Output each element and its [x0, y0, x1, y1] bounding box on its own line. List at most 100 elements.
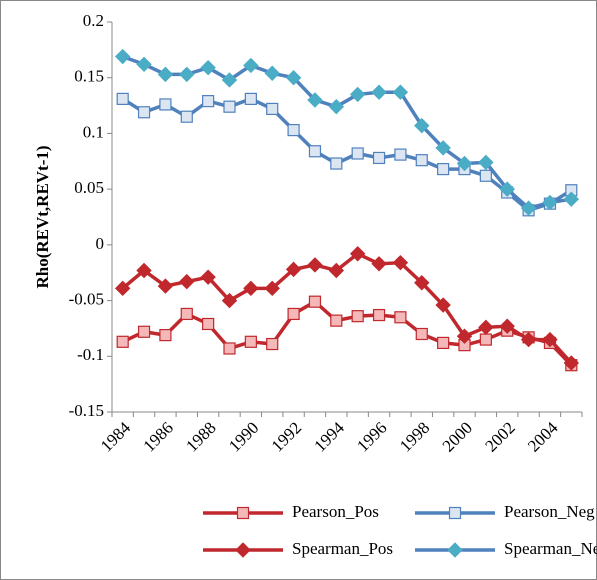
- data-point: [351, 147, 364, 160]
- data-point: [435, 140, 451, 156]
- data-point: [287, 307, 300, 321]
- data-point: [285, 70, 302, 86]
- data-point: [372, 308, 386, 322]
- data-point: [243, 57, 259, 74]
- data-point: [328, 262, 345, 279]
- data-point: [415, 327, 428, 341]
- data-point: [223, 100, 236, 113]
- data-point: [244, 335, 257, 348]
- data-point: [202, 95, 215, 108]
- data-point: [285, 261, 302, 278]
- data-point: [563, 191, 580, 207]
- data-point: [200, 59, 216, 76]
- y-tick-label: -0.05: [69, 289, 104, 308]
- data-point: [414, 117, 430, 134]
- data-point: [371, 84, 387, 100]
- data-point: [179, 66, 195, 83]
- legend-marker: [236, 506, 250, 520]
- data-point: [392, 84, 409, 100]
- y-tick-label: 0.15: [74, 67, 104, 86]
- data-point: [287, 123, 300, 137]
- data-point: [266, 102, 279, 116]
- data-point: [136, 262, 152, 279]
- data-point: [307, 92, 323, 108]
- data-point: [371, 256, 387, 272]
- data-point: [180, 307, 193, 321]
- data-point: [180, 110, 193, 123]
- data-point: [116, 335, 129, 348]
- data-point: [394, 148, 407, 161]
- y-tick-label: 0.1: [83, 122, 104, 141]
- data-point: [159, 98, 172, 111]
- data-point: [264, 65, 280, 81]
- data-point: [307, 257, 323, 273]
- data-point: [520, 331, 537, 348]
- data-point: [264, 280, 280, 297]
- data-point: [499, 318, 515, 334]
- data-point: [202, 317, 215, 331]
- data-point: [351, 310, 364, 323]
- series-line: [121, 299, 573, 367]
- data-point: [478, 319, 494, 336]
- data-point: [499, 181, 515, 197]
- data-point: [114, 48, 131, 65]
- y-tick-label: 0.05: [74, 178, 104, 197]
- legend-label: Pearson_Pos: [292, 502, 379, 521]
- y-tick-label: 0: [96, 234, 105, 253]
- data-point: [392, 254, 409, 271]
- data-point: [157, 278, 174, 294]
- y-axis-label: Rho(REVt,REVt-1): [33, 145, 52, 288]
- data-point: [223, 342, 236, 355]
- data-point: [563, 355, 580, 371]
- data-point: [308, 295, 322, 308]
- data-point: [221, 72, 238, 88]
- series-line: [121, 97, 573, 213]
- data-point: [200, 269, 216, 285]
- data-point: [478, 154, 494, 171]
- data-point: [479, 169, 492, 182]
- data-point: [479, 333, 492, 346]
- y-tick-label: 0.2: [83, 11, 104, 30]
- legend-marker: [235, 542, 251, 558]
- data-point: [221, 292, 238, 309]
- data-point: [349, 246, 366, 262]
- data-point: [179, 273, 195, 290]
- data-point: [244, 92, 257, 105]
- data-point: [435, 297, 451, 313]
- data-point: [394, 311, 407, 324]
- data-point: [137, 106, 151, 119]
- data-point: [137, 325, 151, 338]
- data-point: [437, 336, 450, 350]
- data-point: [330, 157, 343, 170]
- data-point: [159, 329, 172, 342]
- data-point: [542, 194, 558, 211]
- data-point: [266, 337, 279, 351]
- data-point: [136, 56, 152, 73]
- data-point: [157, 66, 174, 83]
- legend-label: Pearson_Neg: [504, 502, 595, 521]
- legend-marker: [448, 506, 462, 520]
- series-line: [122, 54, 572, 210]
- series-line: [121, 252, 573, 365]
- data-point: [328, 98, 345, 115]
- y-tick-label: -0.15: [69, 401, 104, 420]
- legend-marker: [447, 542, 463, 558]
- data-point: [542, 331, 558, 348]
- data-point: [520, 200, 537, 216]
- data-point: [437, 162, 450, 176]
- data-point: [349, 86, 366, 103]
- data-point: [456, 328, 473, 344]
- data-point: [243, 280, 259, 297]
- legend-label: Spearman_Pos: [292, 539, 393, 558]
- legend-label: Spearman_Neg: [504, 539, 597, 558]
- data-point: [415, 154, 428, 167]
- data-point: [116, 92, 129, 105]
- y-tick-label: -0.1: [77, 345, 104, 364]
- data-point: [414, 275, 430, 291]
- data-point: [372, 151, 386, 165]
- data-point: [114, 280, 131, 297]
- data-point: [456, 155, 473, 172]
